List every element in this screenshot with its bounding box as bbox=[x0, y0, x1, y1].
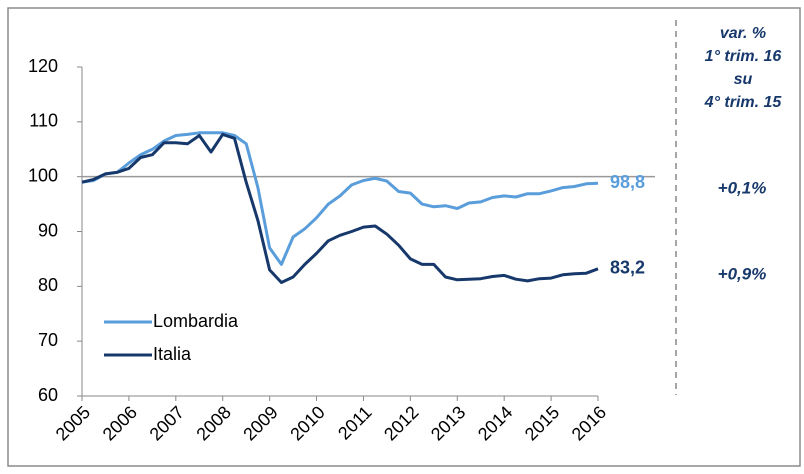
side-heading: var. % bbox=[720, 25, 766, 42]
x-tick-label: 2013 bbox=[427, 402, 469, 444]
y-tick-label: 80 bbox=[38, 275, 58, 295]
x-tick-label: 2007 bbox=[146, 402, 188, 444]
end-label: 83,2 bbox=[610, 258, 645, 278]
legend-label: Italia bbox=[153, 344, 192, 364]
x-tick-label: 2006 bbox=[99, 402, 141, 444]
x-tick-label: 2008 bbox=[192, 402, 234, 444]
side-heading: 1° trim. 16 bbox=[705, 48, 782, 65]
x-tick-label: 2009 bbox=[239, 402, 281, 444]
x-tick-label: 2012 bbox=[380, 402, 422, 444]
side-value: +0,1% bbox=[718, 179, 767, 198]
series-line bbox=[81, 131, 599, 266]
x-tick-label: 2016 bbox=[568, 402, 610, 444]
y-tick-label: 120 bbox=[28, 56, 58, 76]
x-tick-label: 2015 bbox=[521, 402, 563, 444]
y-tick-label: 70 bbox=[38, 330, 58, 350]
y-tick-label: 110 bbox=[29, 111, 58, 131]
y-tick-label: 100 bbox=[28, 165, 58, 185]
y-tick-label: 60 bbox=[38, 385, 58, 405]
frame bbox=[7, 7, 801, 467]
series-line bbox=[81, 132, 599, 284]
x-tick-label: 2010 bbox=[286, 402, 328, 444]
side-value: +0,9% bbox=[718, 264, 767, 283]
side-heading: su bbox=[734, 71, 753, 88]
side-heading: 4° trim. 15 bbox=[704, 94, 783, 111]
legend-label: Lombardia bbox=[153, 311, 239, 331]
x-tick-label: 2014 bbox=[474, 402, 516, 444]
y-tick-label: 90 bbox=[38, 220, 58, 240]
x-tick-label: 2011 bbox=[334, 402, 376, 444]
end-label: 98,8 bbox=[610, 172, 645, 192]
x-tick-label: 2005 bbox=[52, 402, 94, 444]
